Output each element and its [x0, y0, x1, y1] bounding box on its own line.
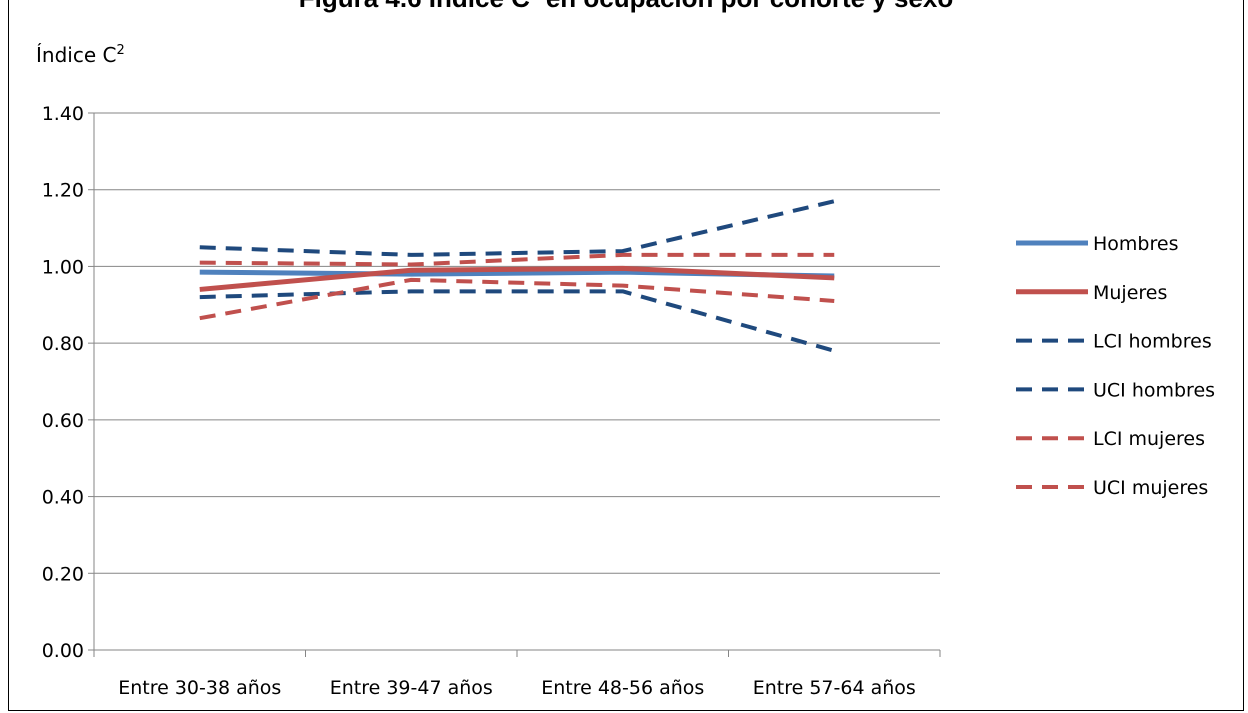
legend-label-hombres: Hombres: [1093, 233, 1178, 255]
y-tick-label: 0.20: [42, 563, 84, 585]
y-axis-label: Índice C2: [36, 43, 125, 67]
x-tick-label: Entre 48-56 años: [541, 677, 704, 699]
y-tick-label: 1.20: [42, 180, 84, 202]
x-tick-label: Entre 39-47 años: [330, 677, 493, 699]
legend-label-uci-hombres: UCI hombres: [1093, 379, 1215, 401]
y-tick-label: 0.80: [42, 333, 84, 355]
series-line-uci-mujeres: [199, 252, 835, 267]
series-line-lci-mujeres: [199, 277, 835, 321]
series-line-uci-hombres: [199, 289, 835, 353]
legend-label-mujeres: Mujeres: [1093, 282, 1167, 304]
series-line-mujeres: [199, 265, 835, 292]
y-tick-label: 0.60: [42, 410, 84, 432]
chart-frame: Figura 4.6 Índice C² en ocupación por co…: [8, 0, 1244, 711]
chart-title: Figura 4.6 Índice C² en ocupación por co…: [9, 0, 1243, 14]
legend-label-lci-hombres: LCI hombres: [1093, 331, 1212, 353]
x-tick-label: Entre 57-64 años: [753, 677, 916, 699]
legend-label-uci-mujeres: UCI mujeres: [1093, 477, 1208, 499]
x-tick-label: Entre 30-38 años: [118, 677, 281, 699]
y-tick-label: 1.00: [42, 256, 84, 278]
legend-label-lci-mujeres: LCI mujeres: [1093, 428, 1205, 450]
series-line-lci-hombres: [199, 199, 835, 257]
y-tick-label: 1.40: [42, 103, 84, 125]
y-tick-label: 0.40: [42, 487, 84, 509]
y-tick-label: 0.00: [42, 640, 84, 662]
